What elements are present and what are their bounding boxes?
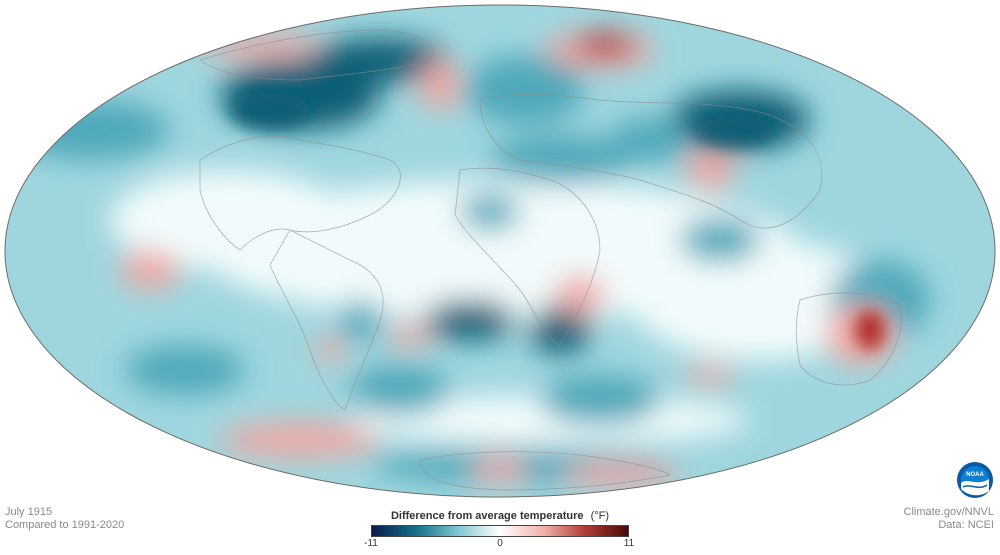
map-date: July 1915 xyxy=(5,506,53,518)
map-baseline: Compared to 1991-2020 xyxy=(5,519,125,531)
legend-unit: (°F) xyxy=(590,510,610,522)
temperature-anomaly-map xyxy=(4,4,996,498)
legend-max-label: 11 xyxy=(623,538,635,549)
noaa-logo-icon: NOAA xyxy=(956,461,994,499)
map-info: July 1915 Compared to 1991-2020 xyxy=(5,506,124,532)
legend-mid-label: 0 xyxy=(497,538,503,549)
coastline-outlines xyxy=(199,29,902,491)
credits: Climate.gov/NNVL Data: NCEI xyxy=(904,506,994,532)
legend-title-row: Difference from average temperature (°F) xyxy=(368,510,632,523)
noaa-logo-graphic: NOAA xyxy=(957,462,993,498)
anomaly-field xyxy=(5,5,995,497)
logo-text: NOAA xyxy=(966,472,984,478)
legend-ticks: -11 0 11 xyxy=(364,537,635,551)
credit-data: Data: NCEI xyxy=(938,519,994,531)
credit-source: Climate.gov/NNVL xyxy=(903,506,994,518)
color-legend: Difference from average temperature (°F)… xyxy=(364,510,635,551)
map-svg xyxy=(4,4,996,498)
legend-title: Difference from average temperature xyxy=(390,510,584,522)
globe-outline xyxy=(4,4,996,498)
legend-color-bar xyxy=(371,525,629,537)
legend-min-label: -11 xyxy=(364,538,378,549)
